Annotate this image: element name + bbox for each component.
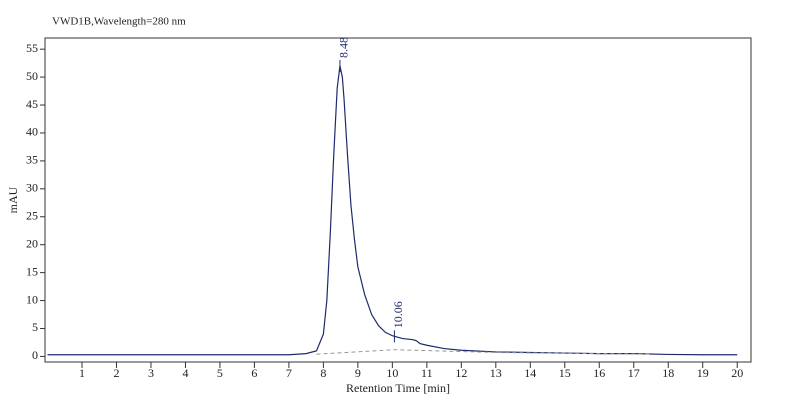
x-tick-label: 18 bbox=[662, 366, 674, 380]
y-tick-label: 40 bbox=[26, 125, 38, 139]
x-tick-label: 5 bbox=[217, 366, 223, 380]
x-axis-label: Retention Time [min] bbox=[346, 381, 450, 395]
y-tick-label: 20 bbox=[26, 236, 38, 250]
x-tick-label: 16 bbox=[593, 366, 605, 380]
y-tick-label: 35 bbox=[26, 153, 38, 167]
x-tick-label: 11 bbox=[421, 366, 433, 380]
x-tick-label: 12 bbox=[455, 366, 467, 380]
peak-label: 10.06 bbox=[391, 301, 405, 328]
chart-title: VWD1B,Wavelength=280 nm bbox=[52, 16, 186, 28]
x-tick-label: 1 bbox=[79, 366, 85, 380]
x-tick-label: 4 bbox=[182, 366, 188, 380]
y-tick-label: 25 bbox=[26, 209, 38, 223]
y-tick-label: 55 bbox=[26, 41, 38, 55]
x-tick-label: 9 bbox=[355, 366, 361, 380]
x-tick-label: 8 bbox=[320, 366, 326, 380]
x-tick-label: 10 bbox=[386, 366, 398, 380]
baseline bbox=[316, 349, 651, 355]
x-tick-label: 20 bbox=[731, 366, 743, 380]
x-tick-label: 15 bbox=[559, 366, 571, 380]
peak-label: 8.48 bbox=[337, 37, 351, 58]
y-tick-label: 5 bbox=[32, 320, 38, 334]
y-tick-label: 0 bbox=[32, 348, 38, 362]
y-tick-label: 45 bbox=[26, 97, 38, 111]
y-tick-label: 10 bbox=[26, 292, 38, 306]
y-tick-label: 15 bbox=[26, 264, 38, 278]
x-tick-label: 6 bbox=[251, 366, 257, 380]
x-tick-label: 17 bbox=[628, 366, 640, 380]
y-axis-label: mAU bbox=[6, 186, 20, 213]
x-tick-label: 13 bbox=[490, 366, 502, 380]
y-tick-label: 50 bbox=[26, 69, 38, 83]
x-tick-label: 19 bbox=[697, 366, 709, 380]
x-tick-label: 2 bbox=[113, 366, 119, 380]
x-tick-label: 14 bbox=[524, 366, 536, 380]
x-tick-label: 3 bbox=[148, 366, 154, 380]
y-tick-label: 30 bbox=[26, 181, 38, 195]
x-tick-label: 7 bbox=[286, 366, 292, 380]
plot-frame bbox=[44, 37, 752, 363]
